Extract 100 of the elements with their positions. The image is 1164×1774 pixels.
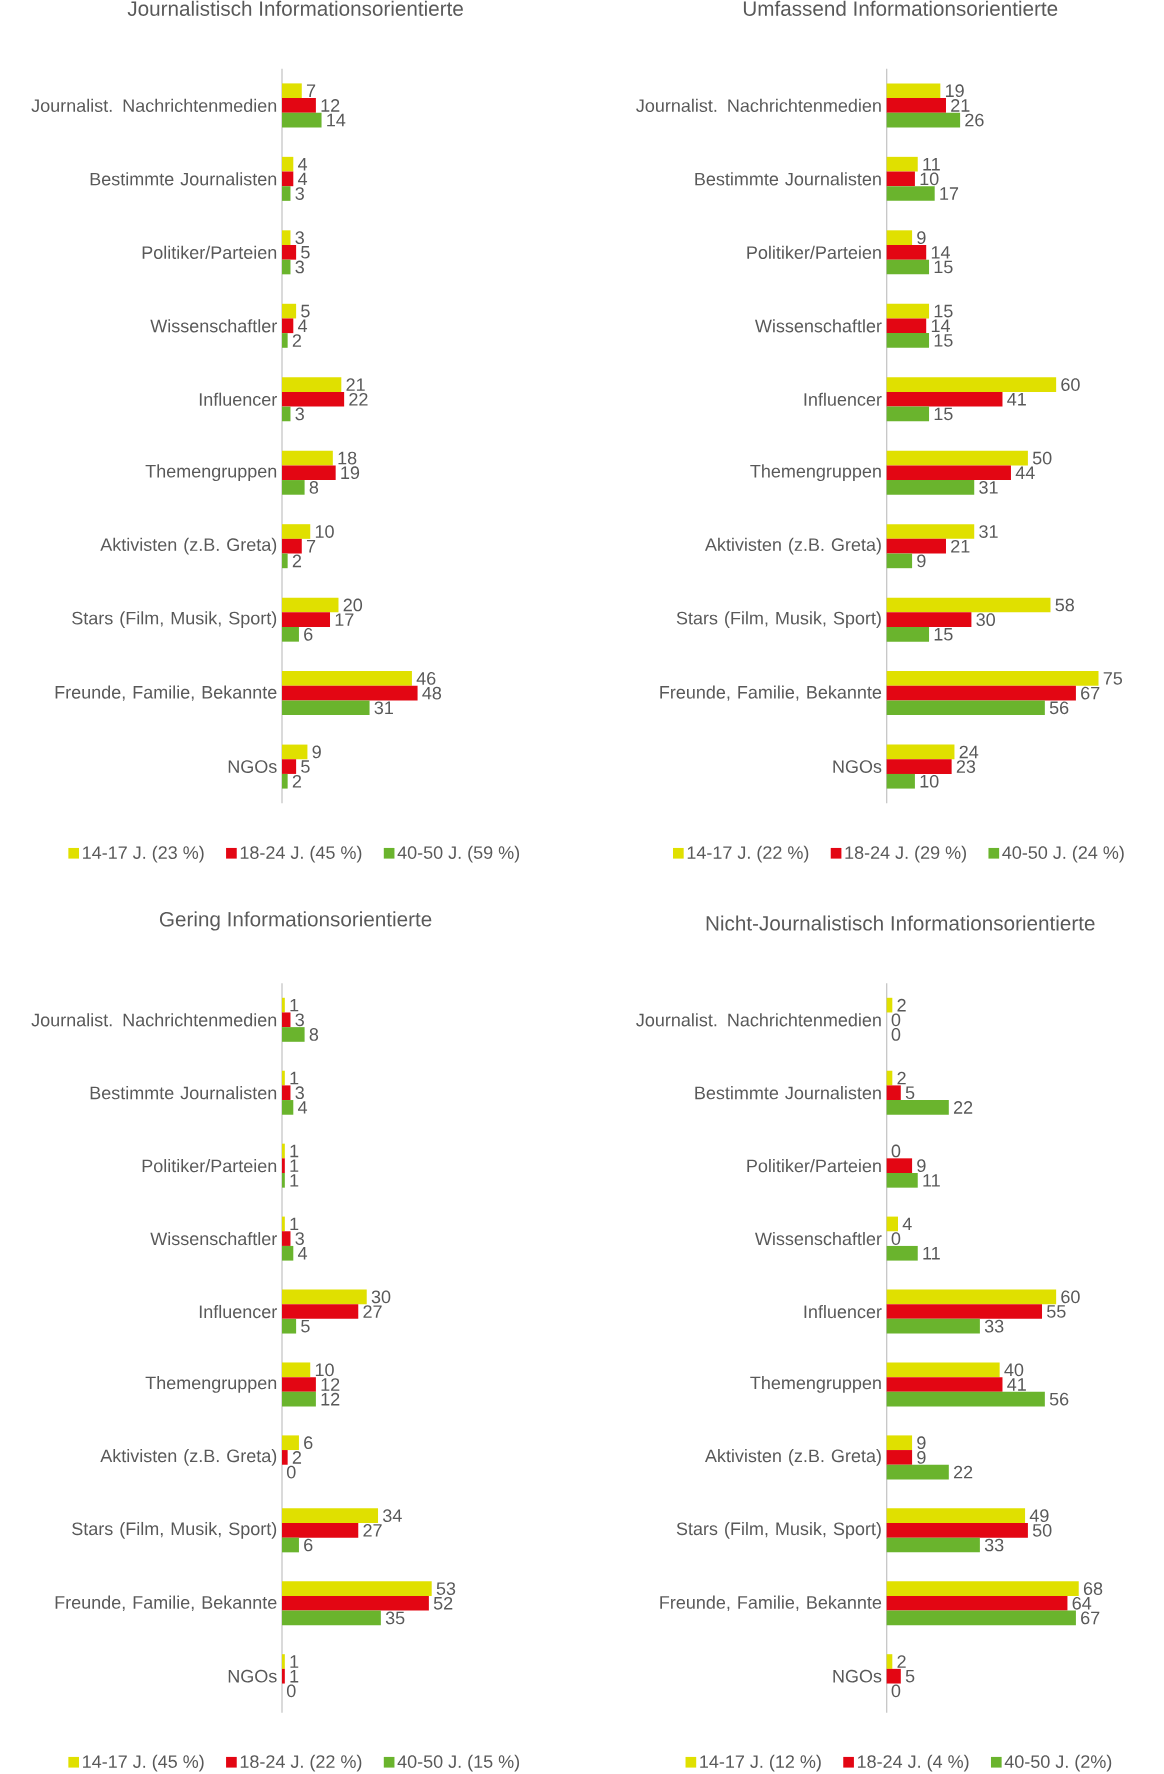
y-tick-label: Themengruppen [145, 1376, 277, 1393]
y-tick-label: Politiker/Parteien [142, 245, 277, 259]
data-label: 10 [315, 1363, 334, 1377]
bar [282, 626, 299, 642]
y-tick-label: Stars (Film, Musik, Sport) [72, 1521, 277, 1539]
data-label: 9 [917, 1451, 926, 1464]
legend-label: 14-17 J. (22 %) [687, 845, 809, 863]
data-label: 8 [309, 1028, 319, 1041]
y-tick-label: Stars (Film, Musik, Sport) [72, 611, 277, 629]
bar [886, 1158, 913, 1173]
bar [282, 480, 305, 495]
bar [886, 626, 930, 642]
data-label: 5 [905, 1669, 915, 1683]
bar [886, 1595, 1068, 1611]
legend-label: 40-50 J. (24 %) [1002, 845, 1124, 863]
data-label: 14 [327, 113, 346, 127]
bar [282, 1012, 291, 1028]
bar [282, 700, 370, 716]
bar [886, 1508, 1026, 1523]
data-label: 0 [286, 1465, 296, 1479]
y-tick-label: Politiker/Parteien [747, 1159, 881, 1173]
data-label: 68 [1083, 1582, 1103, 1595]
data-label: 17 [335, 613, 354, 626]
y-tick-label: NGOs [833, 1669, 882, 1683]
bar [282, 685, 418, 701]
bar [282, 156, 294, 172]
data-label: 48 [422, 686, 442, 700]
legend-label: 14-17 J. (45 %) [83, 1754, 204, 1772]
bar [886, 171, 915, 187]
data-label: 52 [433, 1596, 453, 1610]
bar [282, 597, 339, 613]
data-label: 35 [385, 1611, 405, 1625]
y-tick-label: Influencer [199, 392, 277, 406]
y-tick-label: Bestimmte Journalisten [695, 1086, 881, 1100]
data-label: 22 [953, 1465, 973, 1479]
legend-label: 40-50 J. (59 %) [397, 845, 520, 863]
bar [282, 1610, 381, 1626]
data-label: 56 [1049, 1392, 1069, 1406]
data-label: 46 [416, 672, 436, 685]
y-tick-label: Journalist. Nachrichtenmedien [31, 98, 277, 112]
bar [886, 230, 913, 245]
y-tick-label: Influencer [804, 1304, 882, 1319]
bar [282, 450, 333, 466]
bar [282, 1595, 429, 1611]
legend-label: 14-17 J. (12 %) [700, 1754, 821, 1772]
data-label: 0 [891, 1144, 901, 1158]
bar [886, 244, 927, 260]
legend-label: 40-50 J. (15 %) [397, 1754, 520, 1772]
bar [282, 333, 288, 348]
data-label: 4 [297, 1247, 308, 1260]
bar [886, 391, 1003, 407]
bar [282, 1143, 285, 1159]
data-label: 22 [349, 392, 368, 406]
data-label: 1 [290, 1174, 299, 1187]
data-label: 1 [290, 998, 299, 1012]
data-label: 21 [951, 539, 970, 553]
data-label: 4 [297, 158, 308, 171]
data-label: 3 [295, 1013, 304, 1027]
data-label: 15 [934, 407, 953, 421]
chart-title: Nicht-Journalistisch Informationsorientierte [706, 915, 1095, 931]
bar [886, 1216, 898, 1232]
y-tick-label: Politiker/Parteien [142, 1159, 277, 1173]
data-label: 6 [304, 1538, 313, 1552]
legend-label: 14-17 J. (23 %) [83, 845, 204, 863]
bar [886, 1318, 980, 1334]
bar [886, 1085, 901, 1101]
y-tick-label: Wissenschaftler [150, 319, 277, 333]
bar [886, 156, 918, 172]
data-label: 21 [346, 378, 365, 391]
bar [282, 377, 342, 392]
data-label: 19 [945, 84, 964, 98]
data-label: 3 [295, 1232, 304, 1245]
bar [282, 671, 412, 686]
y-tick-label: Freunde, Familie, Bekannte [55, 1595, 277, 1611]
data-label: 7 [306, 540, 316, 553]
bar [282, 553, 288, 569]
data-label: 22 [953, 1101, 973, 1114]
data-label: 67 [1081, 686, 1100, 700]
data-label: 10 [920, 774, 939, 788]
data-label: 5 [301, 760, 310, 773]
data-label: 31 [374, 701, 393, 715]
bar [886, 1362, 1000, 1378]
data-label: 2 [897, 1655, 906, 1668]
data-label: 0 [286, 1684, 296, 1698]
bar [282, 1027, 305, 1042]
bar [886, 1654, 893, 1669]
data-label: 0 [891, 1684, 901, 1698]
bar [282, 1304, 359, 1319]
data-label: 9 [917, 1159, 926, 1173]
data-label: 2 [292, 1451, 302, 1464]
data-label: 34 [382, 1509, 402, 1523]
data-label: 9 [917, 231, 926, 245]
y-tick-label: NGOs [833, 760, 882, 773]
bar [282, 1173, 285, 1188]
chart-title: Gering Informationsorientierte [159, 911, 432, 931]
data-label: 75 [1103, 672, 1123, 685]
y-tick-label: Freunde, Familie, Bekannte [660, 685, 882, 701]
data-label: 0 [891, 1028, 901, 1041]
legend-label: 40-50 J. (2%) [1004, 1754, 1112, 1772]
y-tick-label: Journalist. Nachrichtenmedien [636, 1013, 881, 1027]
